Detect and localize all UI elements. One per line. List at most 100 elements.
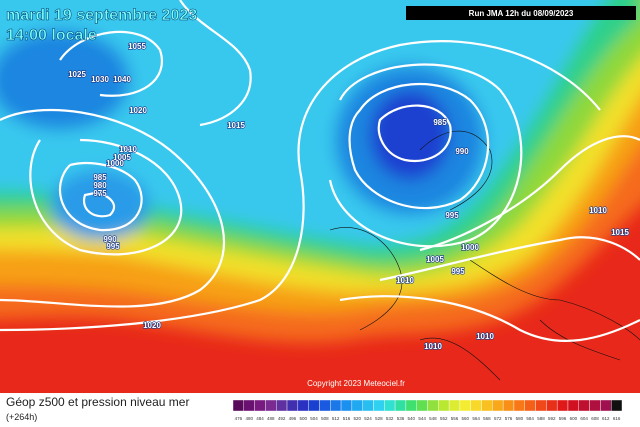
- color-scale: 476 480 484 488 492 496 500 504 508 512 516 520 524 5…: [232, 399, 623, 421]
- scale-swatch: [373, 399, 385, 412]
- scale-label: 524: [364, 416, 372, 421]
- isobar-label: 990: [103, 235, 117, 244]
- scale-swatch: [535, 399, 547, 412]
- scale-label: 612: [602, 416, 610, 421]
- footer-title: Géop z500 et pression niveau mer: [6, 395, 189, 409]
- scale-swatch: [362, 399, 374, 412]
- footer-lead: (+264h): [6, 412, 37, 422]
- scale-swatch: [481, 399, 493, 412]
- scale-label: 592: [548, 416, 556, 421]
- isobar-label: 985: [433, 118, 447, 127]
- scale-swatch: [308, 399, 320, 412]
- scale-label: 508: [321, 416, 329, 421]
- scale-label: 560: [462, 416, 470, 421]
- scale-swatch: [232, 399, 245, 412]
- isobar-label: 1010: [396, 276, 414, 285]
- isobar-label: 980: [93, 181, 107, 190]
- scale-swatch: [556, 399, 569, 412]
- isobars: [0, 0, 640, 342]
- scale-swatch: [589, 399, 601, 412]
- scale-label: 548: [429, 416, 437, 421]
- isobar-label: 1025: [68, 70, 86, 79]
- scale-swatch: [330, 399, 342, 412]
- scale-label: 544: [418, 416, 426, 421]
- scale-swatch: [276, 399, 288, 412]
- scale-label: 608: [591, 416, 599, 421]
- scale-swatch: [351, 399, 363, 412]
- run-box: [406, 6, 636, 20]
- scale-swatch: [600, 399, 612, 412]
- scale-swatch: [567, 399, 579, 412]
- scale-label: 588: [537, 416, 545, 421]
- isobar-label: 1000: [461, 243, 479, 252]
- scale-label: 556: [451, 416, 459, 421]
- isobar-label: 1000: [106, 159, 124, 168]
- isobar-label: 995: [106, 242, 120, 251]
- scale-label: 580: [516, 416, 524, 421]
- scale-label: 576: [505, 416, 513, 421]
- scale-label: 476: [235, 416, 243, 421]
- isobar-label: 1010: [119, 145, 137, 154]
- scale-label: 504: [310, 416, 318, 421]
- scale-swatch: [546, 399, 558, 412]
- scale-swatch: [265, 399, 277, 412]
- isobar-label: 1005: [426, 255, 444, 264]
- scale-swatch: [286, 399, 299, 412]
- scale-swatch: [254, 399, 266, 412]
- scale-label: 516: [343, 416, 351, 421]
- scale-label: 532: [386, 416, 394, 421]
- scale-swatch: [416, 399, 428, 412]
- isobar-label: 990: [455, 147, 469, 156]
- scale-swatch: [394, 399, 407, 412]
- scale-swatch: [459, 399, 471, 412]
- scale-label: 480: [245, 416, 253, 421]
- scale-swatch: [427, 399, 439, 412]
- scale-label: 500: [299, 416, 307, 421]
- field: [0, 0, 640, 343]
- scale-swatch: [470, 399, 482, 412]
- scale-label: 584: [526, 416, 534, 421]
- scale-label: 528: [375, 416, 383, 421]
- scale-swatch: [405, 399, 417, 412]
- scale-label: 596: [559, 416, 567, 421]
- scale-label: 488: [267, 416, 275, 421]
- isobar-label: 1040: [113, 75, 131, 84]
- scale-swatch: [610, 399, 623, 412]
- scale-label: 616: [613, 416, 621, 421]
- isobar-label: 1010: [424, 342, 442, 351]
- isobar-label: 1015: [227, 121, 245, 130]
- isobar-label: 1020: [129, 106, 147, 115]
- isobar-label: 1005: [113, 153, 131, 162]
- scale-label: 496: [289, 416, 297, 421]
- scale-swatch: [384, 399, 396, 412]
- scale-label: 512: [332, 416, 340, 421]
- scale-label: 484: [256, 416, 264, 421]
- scale-label: 540: [408, 416, 416, 421]
- isobar-label: 995: [445, 211, 459, 220]
- isobar-label: 1010: [476, 332, 494, 341]
- scale-swatch: [340, 399, 353, 412]
- isobar-label: 1055: [128, 42, 146, 51]
- scale-label: 564: [472, 416, 480, 421]
- time-text: 14:00 locale: [6, 27, 97, 44]
- scale-swatch: [438, 399, 450, 412]
- coastlines: [329, 130, 640, 381]
- isobar-label: 1015: [611, 228, 629, 237]
- scale-label: 568: [483, 416, 491, 421]
- isobar-label: 1020: [143, 321, 161, 330]
- scale-label: 492: [278, 416, 286, 421]
- scale-label: 520: [354, 416, 362, 421]
- scale-swatch: [243, 399, 255, 412]
- copyright: Copyright 2023 Meteociel.fr: [307, 379, 405, 388]
- isobar-label: 985: [93, 173, 107, 182]
- date-text: mardi 19 septembre 2023: [6, 7, 197, 24]
- isobar-label: 1010: [589, 206, 607, 215]
- scale-swatch: [524, 399, 536, 412]
- scale-swatch: [297, 399, 309, 412]
- scale-swatch: [492, 399, 504, 412]
- scale-label: 572: [494, 416, 502, 421]
- scale-swatch: [513, 399, 525, 412]
- scale-label: 604: [580, 416, 588, 421]
- scale-swatch: [578, 399, 590, 412]
